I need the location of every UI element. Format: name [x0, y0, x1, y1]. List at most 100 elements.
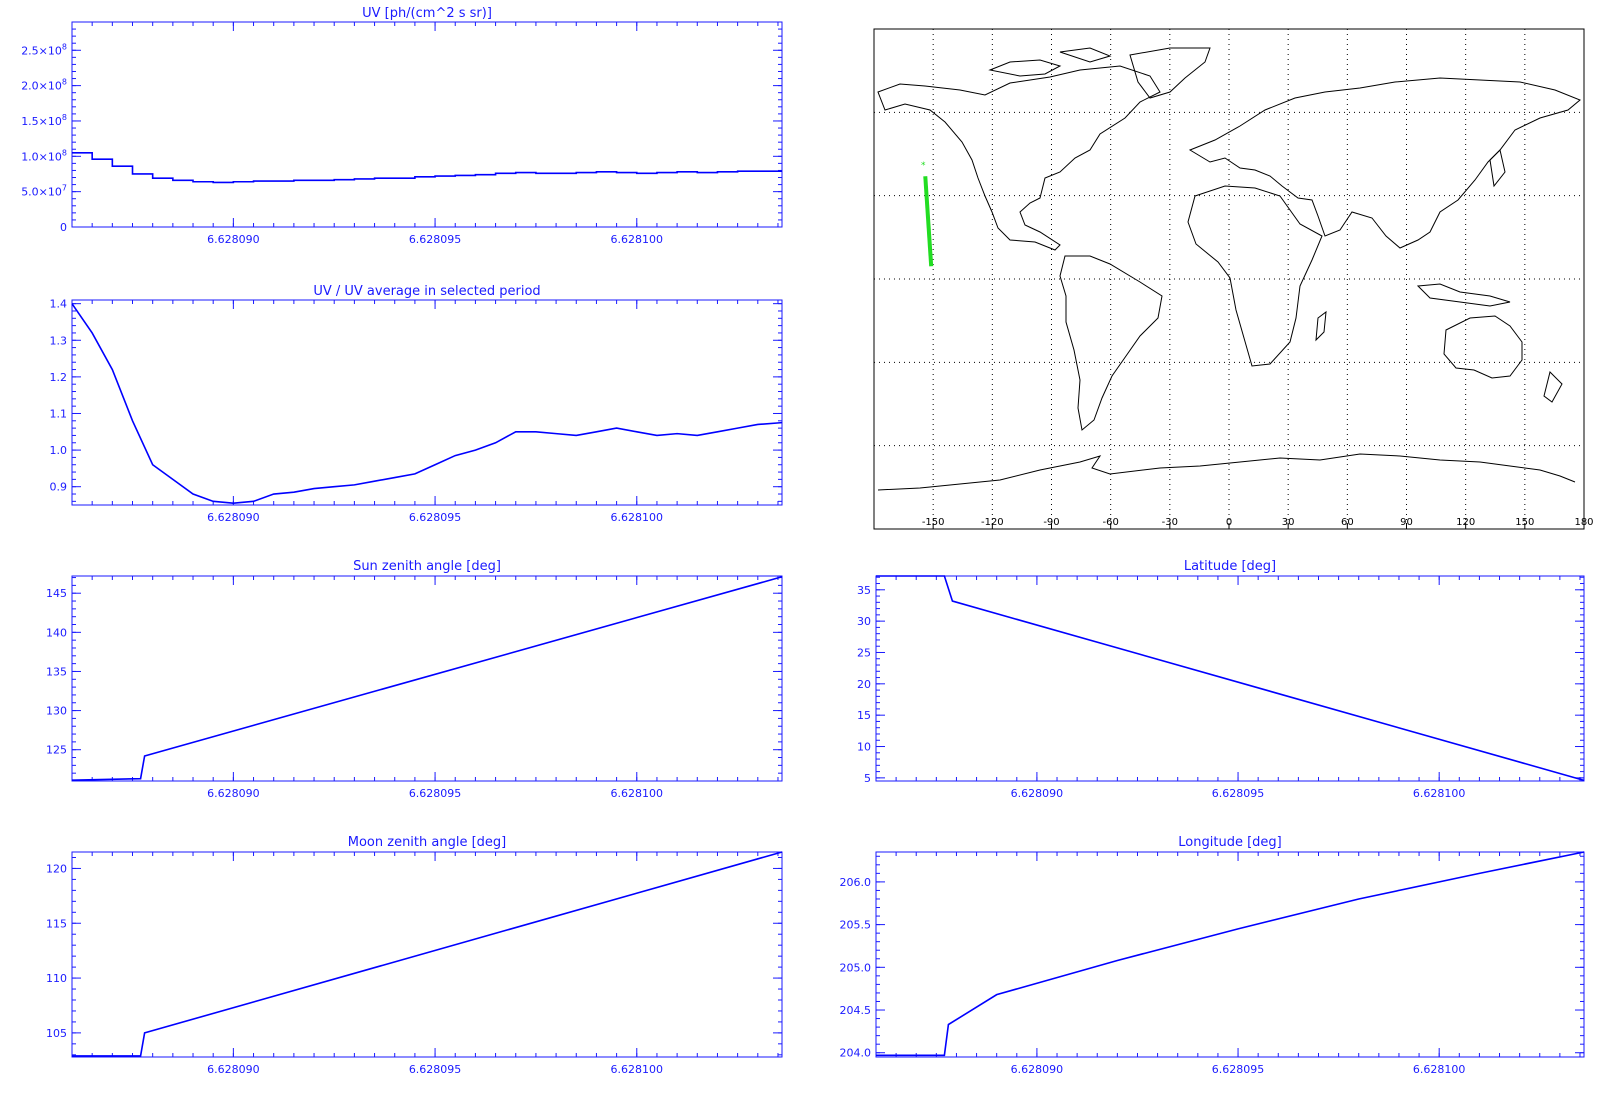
- series-line: [72, 151, 782, 184]
- coastline-antarctica: [877, 453, 1576, 491]
- map-x-tick-label: 90: [1400, 517, 1413, 528]
- y-tick-label: 130: [46, 705, 67, 718]
- coastline-new-zealand: [1543, 371, 1563, 403]
- plot-frame: [875, 575, 1585, 782]
- map-x-tick-label: 30: [1282, 517, 1295, 528]
- map-coastlines: [877, 47, 1581, 491]
- series-line: [71, 303, 783, 504]
- sun-zenith-panel: Sun zenith angle [deg] 6.628090 6.628095 6.…: [46, 559, 783, 800]
- map-x-tick-label: 180: [1574, 517, 1593, 528]
- x-tick-label: 6.628090: [1011, 787, 1064, 800]
- x-tick-label: 6.628100: [611, 1063, 664, 1076]
- uv-panel: UV [ph/(cm^2 s sr)] 6.628090 6.628095 6.628…: [21, 6, 783, 246]
- map-longitude-ticks: -150 -120 -90 -60 -30 0 30 60 90 120 150 180: [922, 517, 1594, 529]
- y-tick-label: 135: [46, 665, 67, 678]
- chart-title: Moon zenith angle [deg]: [348, 835, 506, 850]
- y-tick-label: 1.0: [50, 444, 68, 457]
- series-line: [71, 576, 783, 782]
- y-tick-label: 0.9: [50, 481, 68, 494]
- y-tick-label: 206.0: [840, 876, 872, 889]
- satellite-ground-track: *: [921, 161, 934, 267]
- chart-title: Longitude [deg]: [1178, 835, 1281, 850]
- y-tick-label: 10: [857, 741, 871, 754]
- x-tick-label: 6.628095: [409, 787, 462, 800]
- y-tick-label: 110: [46, 972, 67, 985]
- map-x-tick-label: 60: [1341, 517, 1354, 528]
- y-tick-label: 125: [46, 744, 67, 757]
- coastline-europe-asia: [1188, 77, 1581, 249]
- coastline-australia: [1443, 315, 1523, 379]
- plot-frame: [71, 299, 783, 506]
- chart-title: UV / UV average in selected period: [313, 284, 540, 299]
- map-x-tick-label: -150: [922, 517, 945, 528]
- coastline-arctic-islands: [988, 47, 1112, 77]
- coastline-madagascar: [1315, 310, 1327, 342]
- chart-title: Sun zenith angle [deg]: [353, 559, 501, 574]
- coastline-japan: [1489, 149, 1506, 188]
- y-tick-label: 1.3: [50, 334, 68, 347]
- y-tick-label: 30: [857, 615, 871, 628]
- y-tick-label: 1.2: [50, 371, 68, 384]
- x-tick-label: 6.628090: [207, 233, 260, 246]
- map-x-tick-label: -90: [1043, 517, 1059, 528]
- coastline-africa: [1187, 185, 1323, 367]
- y-tick-label: 5: [864, 772, 871, 785]
- y-tick-label: 0: [60, 221, 67, 234]
- y-tick-label: 1.5×108: [21, 113, 67, 128]
- y-tick-label: 1.0×108: [21, 148, 67, 163]
- series-line: [876, 851, 1585, 1057]
- longitude-panel: Longitude [deg] 6.628090 6.628095 6.628100 2…: [840, 835, 1585, 1076]
- map-gridlines: [874, 29, 1584, 529]
- y-tick-label: 204.0: [840, 1047, 872, 1060]
- y-tick-label: 204.5: [840, 1004, 872, 1017]
- y-tick-label: 115: [46, 917, 67, 930]
- coastline-south-america: [1059, 255, 1163, 431]
- x-tick-label: 6.628095: [1212, 1063, 1265, 1076]
- y-tick-label: 1.1: [50, 407, 68, 420]
- y-tick-label: 1.4: [50, 298, 68, 311]
- world-map-panel: * -150 -120 -90 -60 -30 0 30 60 90 120 150 180: [873, 28, 1594, 530]
- x-tick-label: 6.628095: [409, 1063, 462, 1076]
- map-x-tick-label: -30: [1162, 517, 1178, 528]
- x-tick-label: 6.628090: [207, 511, 260, 524]
- y-tick-label: 2.5×108: [21, 42, 67, 57]
- moon-zenith-panel: Moon zenith angle [deg] 6.628090 6.628095 6…: [46, 835, 783, 1076]
- map-x-tick-label: 120: [1456, 517, 1475, 528]
- coastline-north-america: [877, 65, 1161, 251]
- x-tick-label: 6.628100: [611, 787, 664, 800]
- plot-frame: [875, 851, 1585, 1058]
- chart-title: Latitude [deg]: [1184, 559, 1276, 574]
- series-line: [72, 851, 783, 1057]
- y-tick-label: 25: [857, 646, 871, 659]
- track-line: [923, 176, 934, 267]
- x-tick-label: 6.628090: [207, 1063, 260, 1076]
- x-tick-label: 6.628100: [611, 233, 664, 246]
- plot-frame: [71, 21, 783, 228]
- latitude-panel: Latitude [deg] 6.628090 6.628095 6.628100 5 1…: [857, 559, 1585, 800]
- y-tick-label: 140: [46, 626, 67, 639]
- x-tick-label: 6.628095: [409, 233, 462, 246]
- x-tick-label: 6.628095: [1212, 787, 1265, 800]
- coastline-indonesia: [1416, 283, 1511, 307]
- y-tick-label: 20: [857, 678, 871, 691]
- plot-frame: [71, 851, 783, 1058]
- map-x-tick-label: 0: [1226, 517, 1232, 528]
- x-tick-label: 6.628090: [1011, 1063, 1064, 1076]
- chart-title: UV [ph/(cm^2 s sr)]: [362, 6, 492, 21]
- plot-frame: [71, 575, 783, 782]
- coastline-greenland: [1129, 47, 1211, 99]
- map-x-tick-label: -60: [1102, 517, 1118, 528]
- y-tick-label: 5.0×107: [21, 184, 67, 199]
- series-line: [876, 575, 1585, 782]
- x-tick-label: 6.628095: [409, 511, 462, 524]
- y-tick-label: 205.5: [840, 919, 872, 932]
- x-tick-label: 6.628100: [1413, 1063, 1466, 1076]
- map-x-tick-label: 150: [1515, 517, 1534, 528]
- x-tick-label: 6.628100: [611, 511, 664, 524]
- map-x-tick-label: -120: [981, 517, 1004, 528]
- track-start-marker: *: [921, 161, 926, 171]
- y-tick-label: 145: [46, 587, 67, 600]
- y-tick-label: 205.0: [840, 961, 872, 974]
- x-tick-label: 6.628090: [207, 787, 260, 800]
